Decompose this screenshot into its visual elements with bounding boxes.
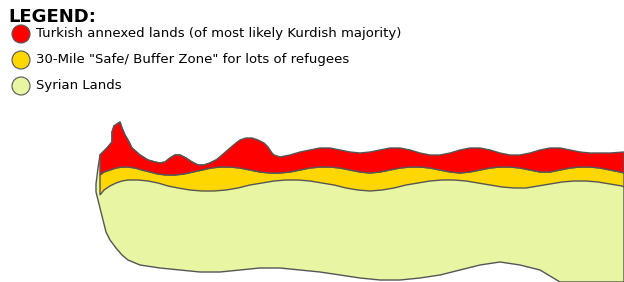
Text: Syrian Lands: Syrian Lands bbox=[36, 80, 122, 92]
Polygon shape bbox=[96, 122, 624, 282]
Circle shape bbox=[12, 77, 30, 95]
Text: 30-Mile "Safe/ Buffer Zone" for lots of refugees: 30-Mile "Safe/ Buffer Zone" for lots of … bbox=[36, 54, 349, 67]
Circle shape bbox=[12, 51, 30, 69]
Polygon shape bbox=[100, 122, 624, 175]
Text: LEGEND:: LEGEND: bbox=[8, 8, 96, 26]
Polygon shape bbox=[100, 167, 624, 195]
Text: Turkish annexed lands (of most likely Kurdish majority): Turkish annexed lands (of most likely Ku… bbox=[36, 28, 401, 41]
Circle shape bbox=[12, 25, 30, 43]
